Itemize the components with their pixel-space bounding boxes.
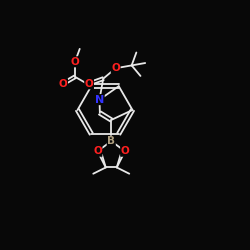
Text: O: O <box>93 146 102 156</box>
Text: N: N <box>95 94 104 104</box>
Text: O: O <box>85 79 94 89</box>
Text: O: O <box>59 79 68 89</box>
Text: O: O <box>111 63 120 73</box>
Text: O: O <box>71 57 80 67</box>
Text: O: O <box>121 146 130 156</box>
Text: B: B <box>107 136 115 146</box>
